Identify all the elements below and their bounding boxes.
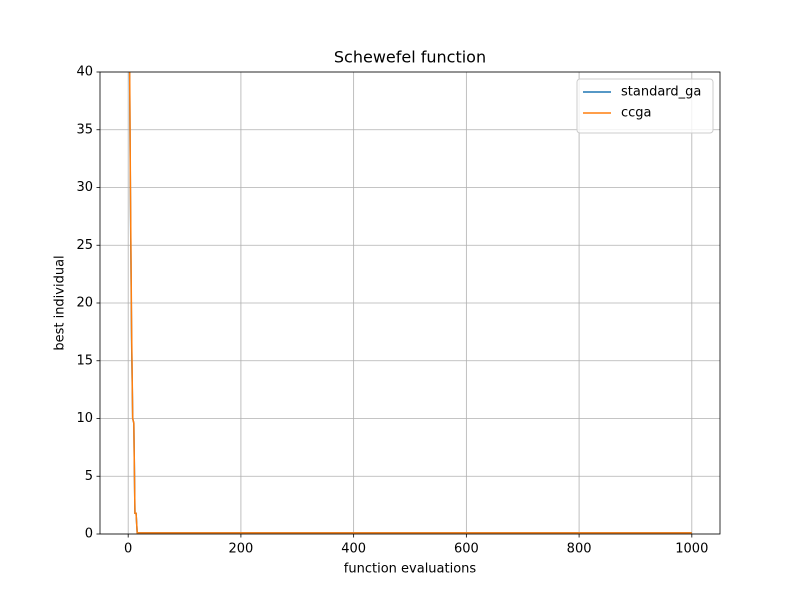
- y-tick-label: 15: [76, 353, 93, 368]
- y-tick-label: 25: [76, 238, 93, 253]
- y-tick-label: 10: [76, 411, 93, 426]
- x-tick-label: 800: [567, 542, 592, 557]
- legend-label: standard_ga: [621, 85, 701, 100]
- y-tick-label: 35: [76, 122, 93, 137]
- y-tick-label: 40: [76, 65, 93, 80]
- x-tick-label: 200: [228, 542, 253, 557]
- y-tick-label: 0: [85, 527, 93, 542]
- x-tick-label: 400: [341, 542, 366, 557]
- legend-label: ccga: [621, 106, 652, 121]
- x-axis-label: function evaluations: [344, 562, 477, 577]
- x-tick-label: 1000: [675, 542, 708, 557]
- y-tick-label: 30: [76, 180, 93, 195]
- plot-area: [128, 72, 692, 534]
- y-tick-label: 20: [76, 296, 93, 311]
- y-axis-label: best individual: [53, 255, 68, 350]
- x-tick-label: 0: [124, 542, 132, 557]
- chart-title: Schewefel function: [334, 48, 486, 67]
- x-tick-label: 600: [454, 542, 479, 557]
- y-tick-label: 5: [85, 469, 93, 484]
- series-line: [128, 72, 692, 534]
